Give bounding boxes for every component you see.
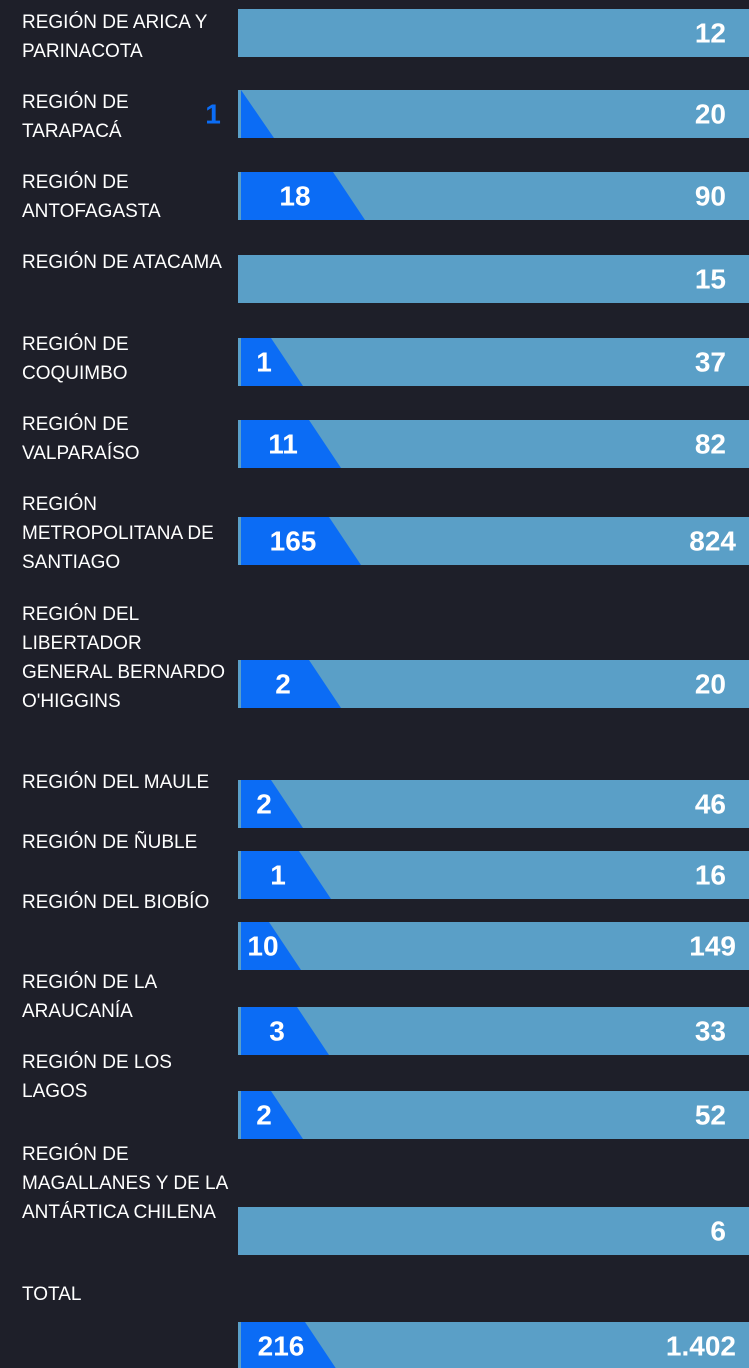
bar <box>238 1207 749 1255</box>
count-a: 165 <box>270 526 317 557</box>
region-label: REGIÓN DE ÑUBLE <box>22 832 198 853</box>
count-a: 11 <box>268 429 298 460</box>
count-b: 15 <box>695 264 726 295</box>
bar-segment <box>241 851 331 899</box>
bar <box>238 780 749 828</box>
region-label: REGIÓN DE ANTOFAGASTA <box>22 172 161 222</box>
bar-segment <box>241 1091 303 1139</box>
count-b: 37 <box>695 347 726 378</box>
bar-segment <box>241 90 274 138</box>
count-b: 82 <box>695 429 726 460</box>
bar <box>238 9 749 57</box>
bar <box>238 255 749 303</box>
count-b: 6 <box>710 1216 726 1247</box>
bar <box>238 1091 749 1139</box>
count-b: 90 <box>695 181 726 212</box>
count-a: 2 <box>256 1100 272 1131</box>
count-b: 12 <box>695 18 726 49</box>
count-b: 1.402 <box>666 1331 736 1362</box>
bar-segment <box>241 517 361 565</box>
count-a: 1 <box>270 860 286 891</box>
region-label: REGIÓN DE LA ARAUCANÍA <box>22 972 157 1022</box>
count-a: 2 <box>256 789 272 820</box>
region-label: REGIÓN METROPOLITANA DE SANTIAGO <box>22 494 214 573</box>
count-a: 2 <box>275 669 291 700</box>
count-a: 1 <box>256 347 272 378</box>
count-b: 824 <box>689 526 736 557</box>
count-a: 18 <box>279 181 310 212</box>
count-b: 20 <box>695 99 726 130</box>
count-a: 1 <box>205 99 221 130</box>
bar <box>238 338 749 386</box>
count-a: 10 <box>247 931 278 962</box>
count-a: 216 <box>258 1331 305 1362</box>
bar-segment <box>241 660 341 708</box>
region-label: REGIÓN DEL MAULE <box>22 772 210 793</box>
region-label: REGIÓN DEL BIOBÍO <box>22 892 210 913</box>
bar-segment <box>241 922 301 970</box>
region-label: REGIÓN DE ATACAMA <box>22 252 222 273</box>
region-label: TOTAL <box>22 1284 82 1305</box>
region-label: REGIÓN DE ARICA Y PARINACOTA <box>22 12 208 62</box>
bar <box>238 90 749 138</box>
count-b: 46 <box>695 789 726 820</box>
bar <box>238 922 749 970</box>
count-b: 33 <box>695 1016 726 1047</box>
count-b: 149 <box>689 931 736 962</box>
bar-segment <box>241 1322 336 1368</box>
region-label: REGIÓN DE TARAPACÁ <box>22 92 129 142</box>
count-b: 16 <box>695 860 726 891</box>
count-a: 3 <box>269 1016 285 1047</box>
region-label: REGIÓN DE VALPARAÍSO <box>22 414 140 464</box>
count-b: 52 <box>695 1100 726 1131</box>
bar-segment <box>241 420 341 468</box>
bar-segment <box>241 1007 329 1055</box>
region-label: REGIÓN DE MAGALLANES Y DE LA ANTÁRTICA C… <box>22 1144 228 1223</box>
count-b: 20 <box>695 669 726 700</box>
region-label: REGIÓN DE LOS LAGOS <box>22 1052 172 1102</box>
bar-segment <box>241 780 303 828</box>
region-label: REGIÓN DE COQUIMBO <box>22 334 129 384</box>
bar-segment <box>241 172 365 220</box>
bar-segment <box>241 338 303 386</box>
region-label: REGIÓN DEL LIBERTADOR GENERAL BERNARDO O… <box>22 604 226 712</box>
